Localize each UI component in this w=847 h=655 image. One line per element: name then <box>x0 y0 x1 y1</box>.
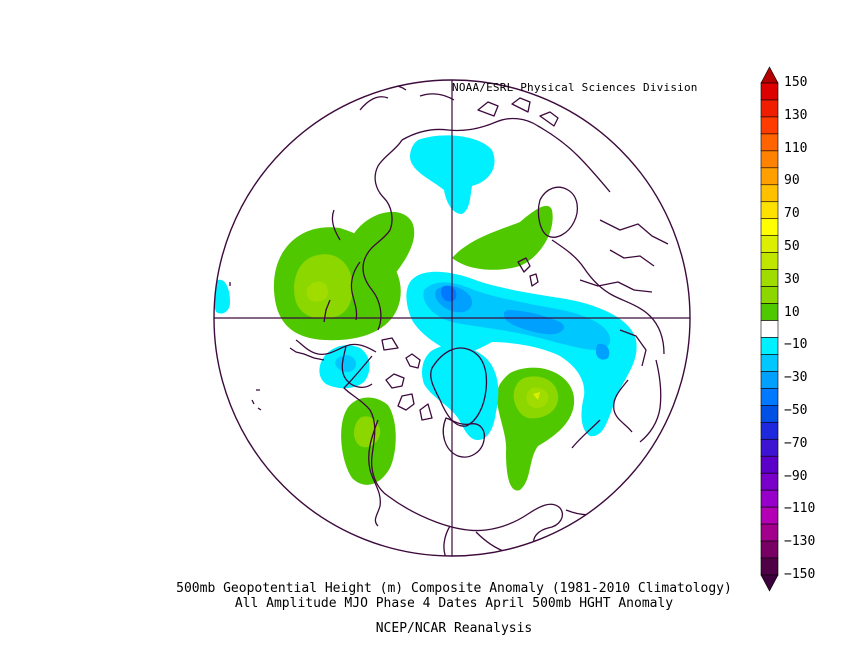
colorbar-tick-label: 150 <box>784 75 808 90</box>
colorbar-tick-label: 50 <box>784 239 800 254</box>
coastline-kamchatka <box>331 209 361 321</box>
colorbar-segment <box>760 337 779 355</box>
colorbar-segment <box>760 66 779 84</box>
coastline-west-pacific <box>359 84 455 111</box>
colorbar-segment <box>760 99 779 118</box>
coastline-canadian-archipelago <box>381 337 433 421</box>
colorbar-tick-label: −10 <box>784 337 808 353</box>
coastline-east-siberia <box>362 139 403 331</box>
colorbar-segment <box>760 506 779 525</box>
colorbar-tick-label: −90 <box>784 468 808 484</box>
colorbar-segment <box>760 455 779 474</box>
positive-anomaly-pacific-nw-peak <box>306 281 328 302</box>
coastline-asia-interior <box>579 219 669 367</box>
coastline-mediterranean <box>571 379 633 449</box>
coastline-greenland <box>430 347 488 427</box>
colorbar-segment <box>760 218 779 236</box>
colorbar-segment <box>760 405 779 423</box>
colorbar-segment <box>760 574 779 592</box>
anomaly-fields <box>214 135 637 491</box>
colorbar-segment <box>760 133 779 152</box>
colorbar-tick-label: 90 <box>784 173 800 189</box>
coastline-pacific-islands <box>229 282 262 411</box>
colorbar-segment <box>760 82 779 101</box>
negative-anomaly-polar-strong <box>435 285 565 335</box>
colorbar-tick-label: −30 <box>784 370 808 386</box>
colorbar-segment <box>760 235 779 253</box>
coastline-europe <box>551 239 665 355</box>
colorbar-segment <box>760 557 779 576</box>
caption-line-2: All Amplitude MJO Phase 4 Dates April 50… <box>234 596 674 611</box>
credit-label: NOAA/ESRL Physical Sciences Division <box>452 81 698 94</box>
colorbar-segment <box>760 371 779 389</box>
coastlines <box>229 84 669 556</box>
colorbar-segment <box>760 422 779 440</box>
colorbar-segment <box>760 201 779 220</box>
coastline-arctic-russia <box>401 117 611 193</box>
colorbar-segment <box>760 184 779 203</box>
coastline-north-america-west <box>368 419 381 527</box>
colorbar-segment <box>760 167 779 186</box>
coastline-north-eurasia-islands <box>477 97 559 127</box>
positive-anomaly-east-siberia <box>348 211 415 296</box>
positive-anomaly-north-america-core <box>533 392 540 400</box>
colorbar-segment <box>760 489 779 508</box>
colorbar-tick-label: −130 <box>784 534 816 550</box>
colorbar-segment <box>760 269 779 287</box>
coastline-british-isles <box>517 257 539 287</box>
colorbar-segment <box>760 252 779 270</box>
colorbar-segment <box>760 540 779 559</box>
colorbar-segment <box>760 116 779 135</box>
negative-anomaly-alaska-mid <box>335 355 356 372</box>
colorbar-segment <box>760 438 779 457</box>
colorbar-segment <box>760 286 779 304</box>
coastline-alaska <box>295 339 377 388</box>
colorbar-tick-label: −70 <box>784 435 808 451</box>
caption-line-3: NCEP/NCAR Reanalysis <box>375 621 533 636</box>
negative-anomaly-far-west <box>214 279 230 314</box>
caption-line-1: 500mb Geopotential Height (m) Composite … <box>176 581 732 596</box>
coastline-arabia-africa <box>639 359 662 443</box>
coastline-scandinavia <box>537 186 579 238</box>
colorbar-segment <box>760 303 779 321</box>
colorbar-tick-label: −50 <box>784 403 808 418</box>
positive-anomaly-arctic-arm <box>452 205 553 270</box>
negative-anomaly-siberia-spot <box>596 343 610 360</box>
colorbar-tick-label: 30 <box>784 271 800 287</box>
colorbar-segment <box>760 150 779 169</box>
colorbar-segment <box>760 472 779 491</box>
coastline-hudson-bay <box>442 417 486 458</box>
colorbar-segment <box>760 354 779 372</box>
colorbar-segment <box>760 523 779 542</box>
colorbar <box>760 66 779 592</box>
map-boundary-circle <box>213 79 691 557</box>
colorbar-tick-label: 10 <box>784 304 800 320</box>
colorbar-tick-label: 70 <box>784 206 800 222</box>
negative-anomaly-hudson <box>422 344 499 440</box>
colorbar-tick-label: −150 <box>784 567 816 582</box>
colorbar-segment <box>760 320 779 338</box>
colorbar-segment <box>760 388 779 406</box>
graticule <box>214 80 690 556</box>
colorbar-tick-label: 130 <box>784 107 808 123</box>
coastline-north-america <box>343 355 563 555</box>
colorbar-tick-label: −110 <box>784 501 816 517</box>
colorbar-tick-label: 110 <box>784 140 808 156</box>
